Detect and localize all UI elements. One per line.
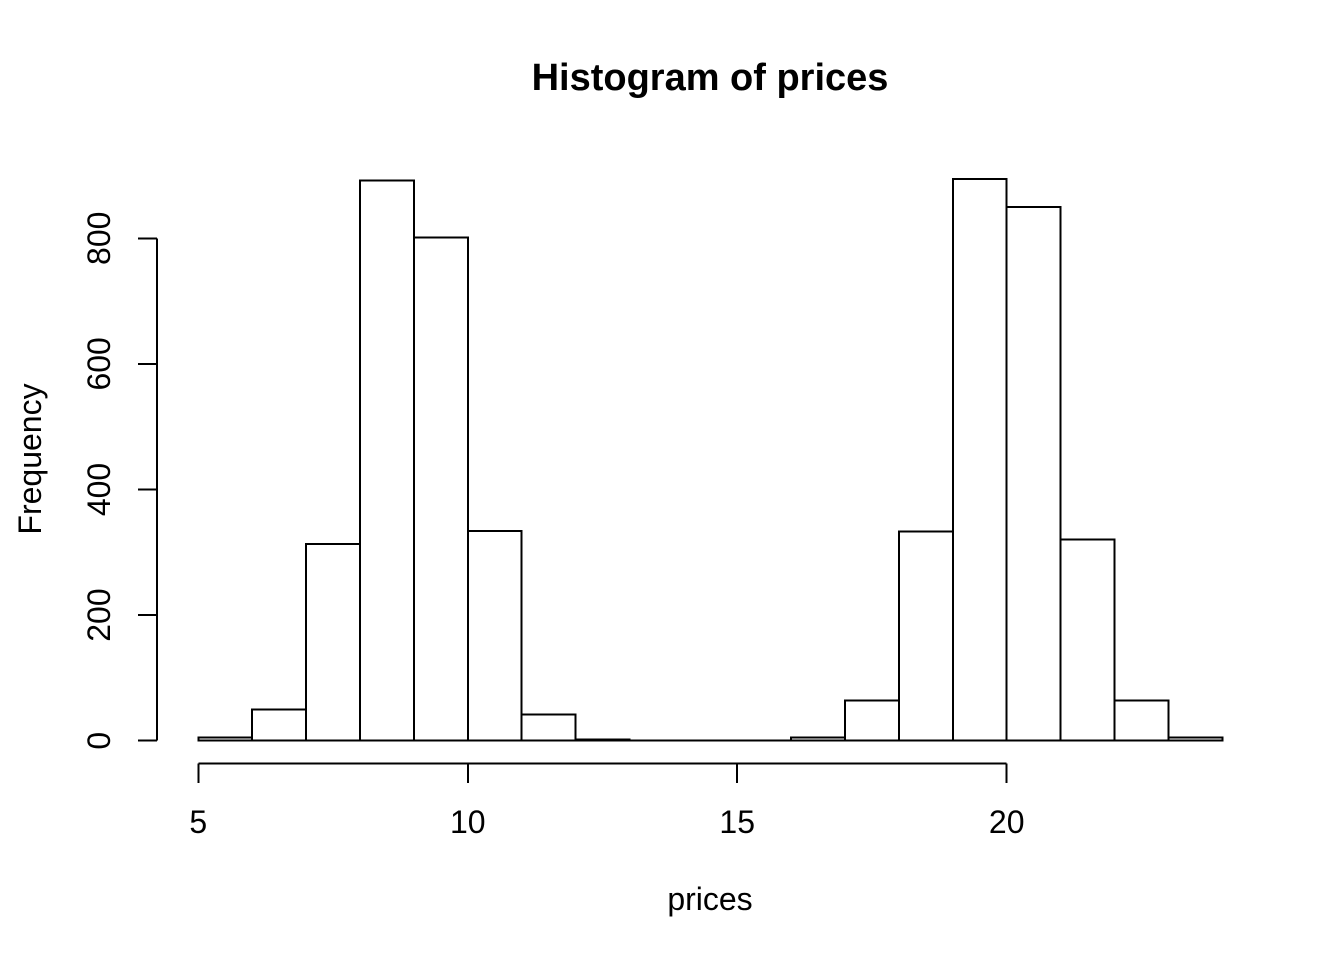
histogram-bar	[358, 179, 415, 742]
x-tick-label: 10	[450, 804, 486, 840]
histogram-bar	[574, 738, 631, 742]
y-tick-label: 200	[81, 588, 117, 641]
histogram-bar	[197, 736, 254, 742]
histogram-bar	[1167, 736, 1224, 742]
x-tick-label: 5	[189, 804, 207, 840]
x-tick-label: 20	[989, 804, 1025, 840]
histogram-bar	[305, 543, 361, 742]
histogram-bar	[1005, 205, 1062, 742]
y-tick-label: 800	[81, 212, 117, 265]
y-tick-label: 400	[81, 463, 117, 516]
histogram-bar	[412, 236, 469, 742]
y-axis-label: Frequency	[12, 383, 48, 535]
histogram-bar	[897, 530, 954, 742]
histogram-bar	[1113, 699, 1170, 742]
chart-title: Histogram of prices	[531, 57, 889, 99]
x-axis-label: prices	[667, 881, 753, 917]
histogram-bar	[251, 708, 308, 742]
histogram-bar	[951, 178, 1008, 742]
histogram-bar	[466, 529, 523, 742]
histogram-bar	[790, 736, 847, 742]
y-tick-label: 600	[81, 337, 117, 390]
histogram-bar	[844, 699, 900, 742]
histogram-bar	[520, 713, 577, 742]
y-tick-label: 0	[81, 732, 117, 750]
histogram-bar	[1059, 538, 1116, 742]
x-tick-label: 15	[719, 804, 755, 840]
